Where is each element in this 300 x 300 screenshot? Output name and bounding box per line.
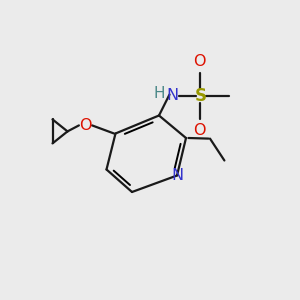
Text: O: O (193, 123, 206, 138)
Text: H: H (154, 86, 165, 101)
Text: N: N (171, 168, 183, 183)
Text: S: S (195, 87, 207, 105)
Text: N: N (167, 88, 178, 104)
Text: O: O (79, 118, 92, 133)
Text: O: O (193, 54, 206, 69)
